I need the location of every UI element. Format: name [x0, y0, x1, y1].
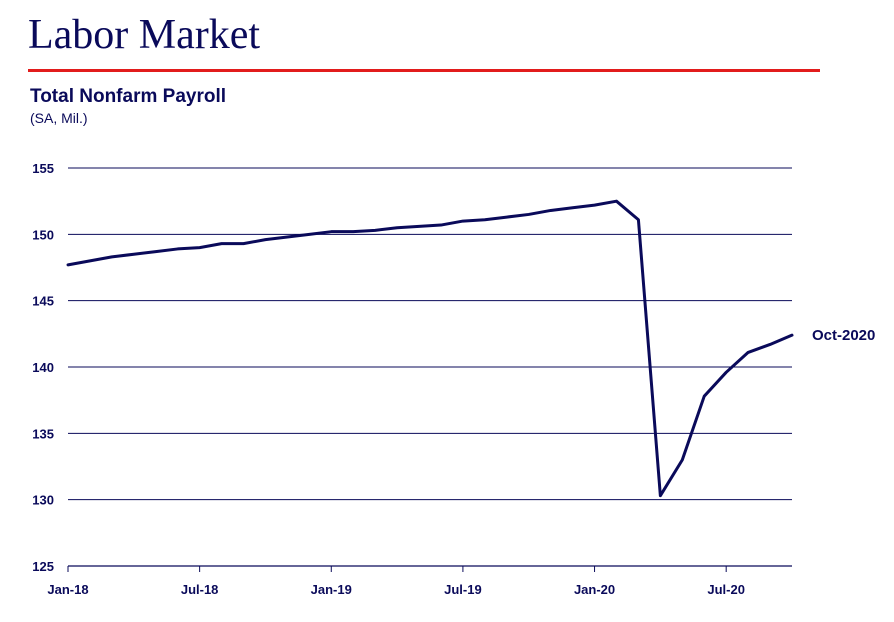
chart-subtitle: (SA, Mil.)	[30, 110, 88, 126]
y-tick-label: 135	[32, 426, 54, 441]
y-tick-label: 145	[32, 294, 54, 309]
x-tick-label: Jan-18	[47, 582, 88, 597]
title-divider	[28, 69, 820, 72]
x-tick-label: Jul-20	[707, 582, 745, 597]
x-tick-label: Jan-19	[311, 582, 352, 597]
y-tick-label: 140	[32, 360, 54, 375]
y-tick-label: 125	[32, 559, 54, 574]
x-tick-label: Jan-20	[574, 582, 615, 597]
chart-title: Total Nonfarm Payroll	[30, 86, 227, 107]
y-tick-label: 155	[32, 161, 54, 176]
x-tick-label: Jul-18	[181, 582, 219, 597]
x-tick-label: Jul-19	[444, 582, 482, 597]
end-label: Oct-2020	[812, 327, 875, 344]
page-title: Labor Market	[28, 12, 261, 58]
y-tick-label: 150	[32, 227, 54, 242]
y-tick-label: 130	[32, 493, 54, 508]
series-line-total-nonfarm-payroll	[66, 199, 794, 498]
